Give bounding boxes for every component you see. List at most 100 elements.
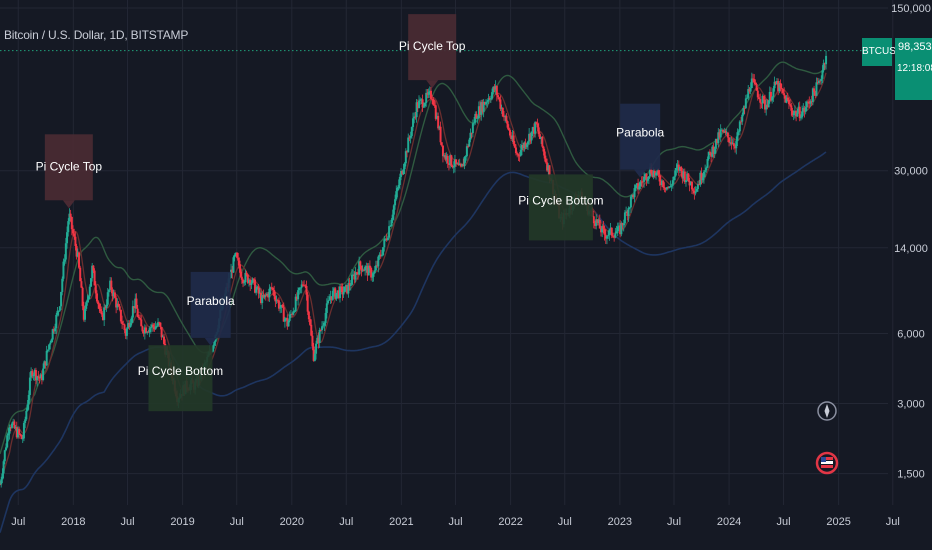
candle-body <box>714 138 717 149</box>
candle-body <box>465 146 468 157</box>
candle-body <box>792 113 795 116</box>
candle-body <box>68 213 71 222</box>
candle-body <box>650 167 653 174</box>
candle-body <box>777 81 780 92</box>
candle-body <box>455 159 458 164</box>
candle-body <box>441 145 444 157</box>
candle-body <box>294 296 297 312</box>
candle-body <box>395 191 398 200</box>
candle-body <box>304 285 307 287</box>
annotation-bottom[interactable]: Pi Cycle Bottom <box>138 345 223 412</box>
annotation-pointer <box>62 200 75 209</box>
annotation-parabola[interactable]: Parabola <box>616 103 665 178</box>
candle-body <box>717 132 720 144</box>
annotation-label: Parabola <box>616 126 664 140</box>
candle-body <box>446 155 449 164</box>
candle-body <box>1 473 4 480</box>
candle-body <box>261 295 264 303</box>
candle-body <box>301 284 304 286</box>
candle-body <box>631 194 634 197</box>
candle-body <box>360 265 363 272</box>
candle-body <box>613 236 616 238</box>
candle-body <box>106 292 109 305</box>
annotation-label: Pi Cycle Bottom <box>138 364 223 378</box>
candle-body <box>593 223 596 226</box>
last-price-badge[interactable]: 98,353 12:18:08 <box>895 38 932 100</box>
candle-body <box>699 172 702 185</box>
x-tick-label: Jul <box>11 516 25 528</box>
candle-body <box>711 146 714 157</box>
candle-body <box>781 89 784 94</box>
candle-body <box>638 186 641 190</box>
candle-body <box>364 266 367 271</box>
candle-body <box>116 303 119 308</box>
flag-icon[interactable] <box>815 451 839 475</box>
candle-body <box>64 243 67 260</box>
annotation-label: Pi Cycle Bottom <box>518 193 603 207</box>
candle-body <box>514 147 517 154</box>
candle-body <box>276 300 279 302</box>
annotation-bottom[interactable]: Pi Cycle Bottom <box>518 174 604 241</box>
candle-body <box>124 330 127 336</box>
x-tick-label: 2018 <box>61 516 85 528</box>
candle-body <box>160 326 163 338</box>
candle-body <box>237 257 240 261</box>
candle-body <box>513 143 516 148</box>
candle-body <box>598 219 601 229</box>
candle-body <box>759 98 762 103</box>
candle-body <box>233 254 236 258</box>
candle-body <box>319 329 322 331</box>
candle-body <box>462 163 465 167</box>
candle-body <box>416 102 419 109</box>
candle-body <box>30 371 33 378</box>
candle-body <box>323 322 326 326</box>
candle-body <box>378 254 381 257</box>
symbol-badge[interactable]: BTCUSD <box>862 38 903 66</box>
candle-body <box>313 353 316 361</box>
y-axis[interactable]: 150,000 30,000 14,000 6,000 3,000 1,500 <box>891 3 931 481</box>
candle-body <box>389 226 392 227</box>
symbol-label: BTCUSD <box>862 46 904 57</box>
candle-body <box>765 104 768 110</box>
candle-body <box>740 121 743 123</box>
candle-body <box>163 336 166 344</box>
candle-body <box>337 290 340 299</box>
candle-body <box>306 294 309 312</box>
candle-body <box>358 261 361 275</box>
compass-icon[interactable] <box>817 401 837 421</box>
candle-body <box>406 151 409 153</box>
annotation-parabola[interactable]: Parabola <box>187 271 235 346</box>
candle-body <box>604 234 607 239</box>
candle-body <box>738 121 741 132</box>
annotation-pointer <box>634 169 647 178</box>
candle-body <box>434 105 437 119</box>
candle-body <box>687 173 690 181</box>
candle-body <box>133 306 136 309</box>
candle-body <box>732 143 735 147</box>
candle-body <box>25 410 28 420</box>
candle-body <box>21 438 24 440</box>
candle-body <box>105 304 108 309</box>
annotation-top[interactable]: Pi Cycle Top <box>399 14 466 89</box>
candle-body <box>251 278 254 283</box>
y-tick-label: 1,500 <box>897 469 925 481</box>
candle-body <box>427 91 430 95</box>
candle-body <box>246 274 249 283</box>
candle-body <box>414 116 417 118</box>
candle-body <box>659 181 662 186</box>
candle-body <box>649 167 652 177</box>
candle-body <box>499 99 502 109</box>
candle-body <box>325 303 328 313</box>
x-axis[interactable]: Jul 2018 Jul 2019 Jul 2020 Jul 2021 Jul 2022 Jul 20… <box>11 516 900 528</box>
candle-body <box>543 151 546 159</box>
annotation-top[interactable]: Pi Cycle Top <box>36 134 103 209</box>
candle-body <box>497 95 500 98</box>
candle-body <box>6 435 9 448</box>
candle-body <box>505 115 508 122</box>
candle-body <box>790 105 793 111</box>
candle-body <box>489 98 492 100</box>
candle-body <box>67 221 70 233</box>
candle-body <box>44 361 47 366</box>
candle-body <box>122 323 125 325</box>
